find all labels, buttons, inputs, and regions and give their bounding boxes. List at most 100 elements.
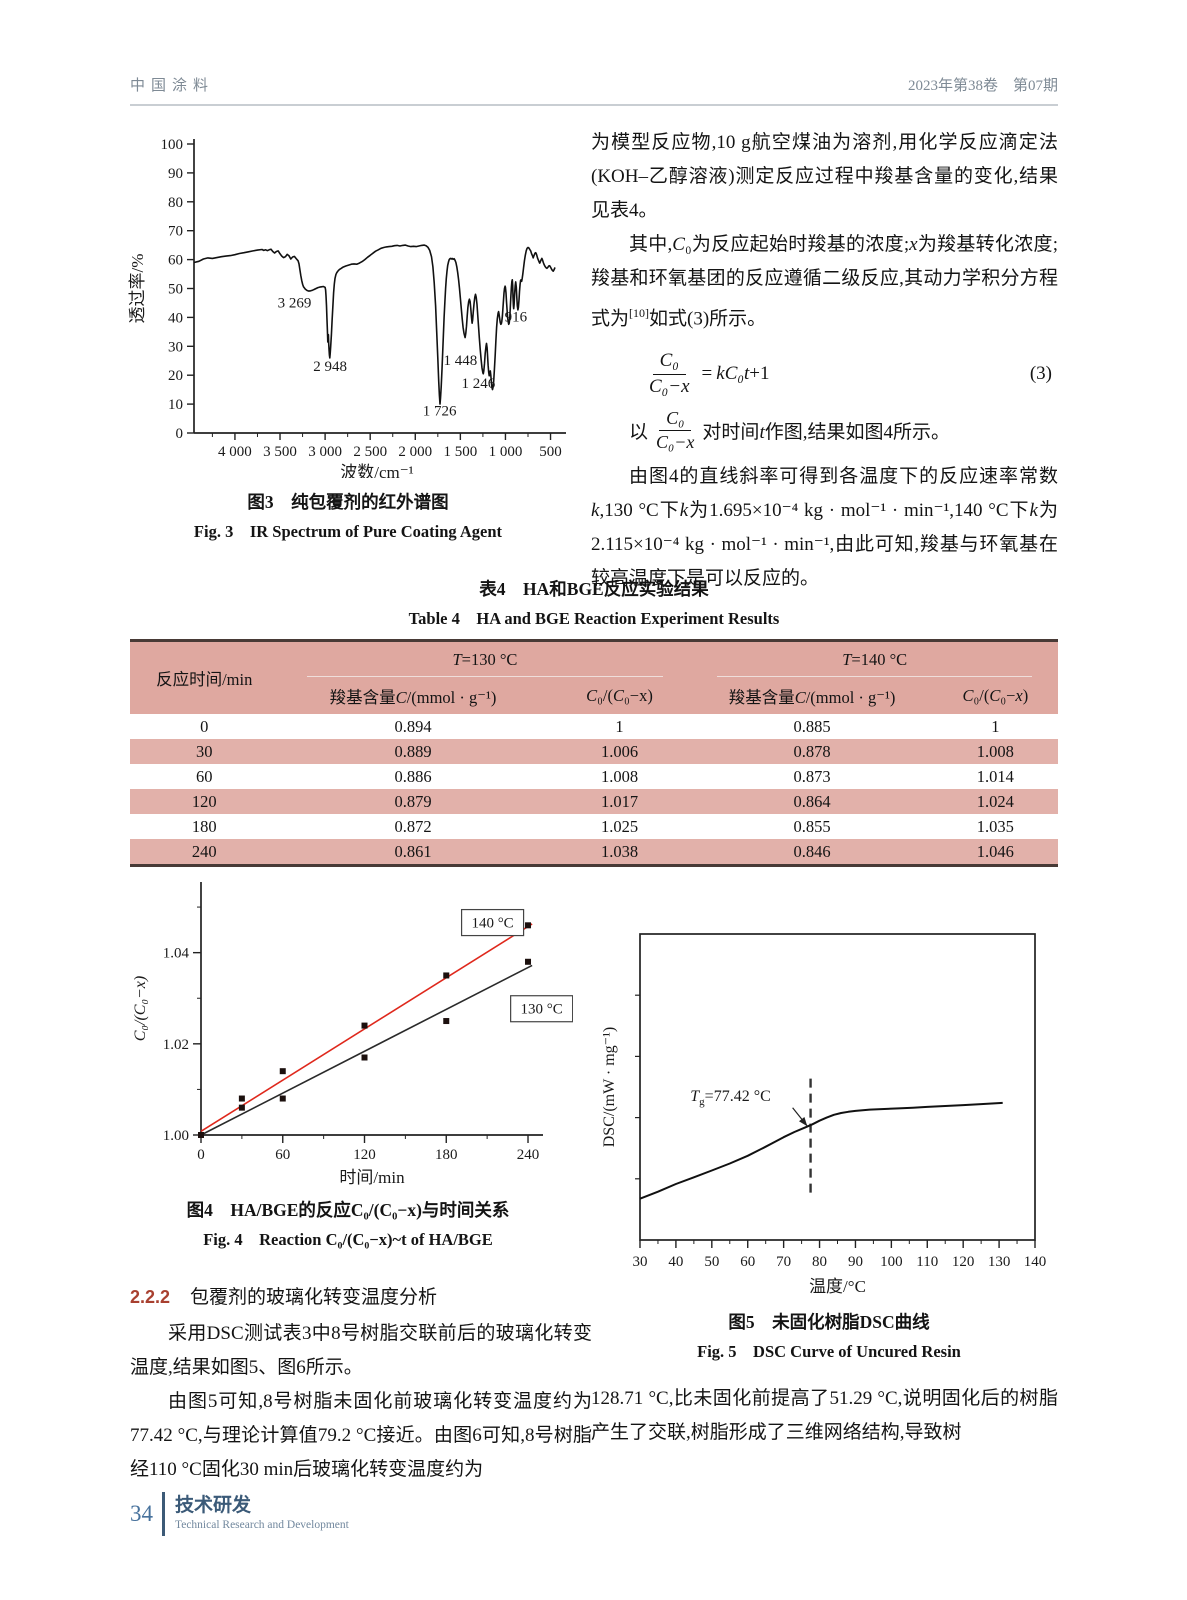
svg-text:40: 40 — [668, 1254, 683, 1270]
footer-section-en: Technical Research and Development — [175, 1519, 349, 1531]
table-cell: 1.038 — [547, 839, 692, 866]
fit-line-130 °C — [200, 964, 533, 1136]
svg-text:100: 100 — [880, 1254, 903, 1270]
svg-text:0: 0 — [176, 426, 184, 442]
svg-text:120: 120 — [353, 1147, 376, 1163]
fig5-caption-zh: 图5 未固化树脂DSC曲线 — [728, 1312, 930, 1332]
data-point — [443, 1018, 450, 1025]
data-point — [279, 1095, 286, 1102]
section-number: 2.2.2 — [130, 1287, 171, 1307]
table-cell: 1.008 — [932, 739, 1058, 764]
table4-title-en: Table 4 HA and BGE Reaction Experiment R… — [408, 609, 780, 628]
svg-text:60: 60 — [740, 1254, 755, 1270]
dsc-curve — [639, 1101, 1003, 1200]
peak-label: 916 — [505, 310, 528, 326]
figure4-block: 1.00 1.02 1.04 0 60 120 180 240 140 °C 130 °C 时间/m… — [123, 874, 574, 1250]
col-header-ratio-140: C₀/(C₀−x) — [932, 677, 1058, 714]
svg-text:80: 80 — [168, 195, 183, 211]
y-axis-label: C₀/(C₀−x) — [132, 976, 149, 1041]
y-axis-label: DSC/(mW · mg⁻¹) — [601, 1027, 618, 1148]
col-header-time: 反应时间/min — [130, 640, 279, 714]
fig4-caption-en: Fig. 4 Reaction C₀/(C₀−x)~t of HA/BGE — [203, 1230, 493, 1249]
fig3-caption-zh: 图3 纯包覆剂的红外谱图 — [247, 492, 449, 512]
page-number: 34 — [130, 1501, 153, 1526]
svg-text:50: 50 — [704, 1254, 719, 1270]
paragraph: 128.71 °C,比未固化前提高了51.29 °C,说明固化后的树脂产生了交联… — [591, 1388, 1058, 1443]
svg-text:2 000: 2 000 — [398, 444, 432, 460]
svg-text:70: 70 — [168, 224, 183, 240]
table-cell: 240 — [130, 839, 279, 866]
legend-box-130 °C — [510, 995, 574, 1023]
section-2-2-2: 2.2.2 包覆剂的玻璃化转变温度分析 采用DSC测试表3中8号树脂交联前后的玻璃… — [130, 1282, 592, 1487]
data-point — [238, 1095, 245, 1102]
page-footer: 34 技术研发 Technical Research and Developme… — [130, 1492, 349, 1536]
svg-text:60: 60 — [275, 1147, 290, 1163]
table-cell: 0.846 — [691, 839, 933, 866]
ir-curve — [193, 244, 556, 405]
table-cell: 0.855 — [793, 816, 831, 836]
table-cell: 1.017 — [547, 789, 692, 814]
footer-section-zh: 技术研发 — [175, 1495, 252, 1516]
data-point — [198, 1132, 204, 1138]
table-row: 60 0.886 1.008 0.873 1.014 — [130, 764, 1058, 789]
peak-label: 2 948 — [313, 359, 347, 375]
fig3-ir-spectrum-chart: 0 10 20 30 40 50 60 70 80 90 100 4 000 3 500 3 000 2 5… — [128, 137, 566, 482]
tg-annotation: Tg=77.42 °C — [690, 1088, 771, 1108]
x-axis-label: 时间/min — [339, 1168, 405, 1186]
svg-text:80: 80 — [812, 1254, 827, 1270]
table-cell: 0.864 — [691, 789, 933, 814]
svg-text:120: 120 — [952, 1254, 975, 1270]
svg-text:30: 30 — [168, 339, 183, 355]
fraction-lead: 以 — [629, 422, 649, 444]
right-column-bottom: 128.71 °C,比未固化前提高了51.29 °C,说明固化后的树脂产生了交联… — [591, 1382, 1058, 1450]
svg-text:4 000: 4 000 — [218, 444, 252, 460]
table4-body: 0 0.894 1 0.885 1 30 0.889 1.006 0.878 1.008 60 0.8… — [130, 714, 1058, 866]
legend-label: 130 °C — [521, 1002, 563, 1018]
peak-label: 1 448 — [443, 353, 477, 369]
table-cell: 1.046 — [932, 839, 1058, 866]
table4-title-zh: 表4 HA和BGE反应实验结果 — [479, 579, 709, 599]
table-cell: 1 — [615, 716, 624, 736]
legend-box-140 °C — [460, 908, 525, 937]
table-cell: 1.014 — [976, 766, 1014, 786]
svg-text:180: 180 — [435, 1147, 458, 1163]
paragraph: 采用DSC测试表3中8号树脂交联前后的玻璃化转变温度,结果如图5、图6所示。 — [130, 1323, 592, 1378]
y-axis-label: 透过率/% — [128, 254, 147, 324]
fig5-dsc-chart: 30 40 50 60 70 80 90 100 110 120 130 140 Tg=77.42 °C… — [601, 933, 1046, 1296]
table4-block: 表4 HA和BGE反应实验结果 Table 4 HA and BGE React… — [130, 576, 1058, 867]
svg-text:30: 30 — [633, 1254, 648, 1270]
table-cell: 1.024 — [932, 789, 1058, 814]
fig5-caption-en: Fig. 5 DSC Curve of Uncured Resin — [697, 1342, 961, 1361]
data-point — [525, 958, 532, 965]
svg-text:1.04: 1.04 — [163, 946, 190, 962]
col-group-130: T=130 °C — [278, 640, 692, 677]
fig4-kinetics-chart: 1.00 1.02 1.04 0 60 120 180 240 140 °C 130 °C 时间/m… — [132, 882, 574, 1187]
table-cell: 1.025 — [600, 816, 639, 836]
table-cell: 1.035 — [976, 816, 1014, 836]
table-cell: 0.878 — [691, 739, 933, 764]
table-row: 180 0.872 1.025 0.855 1.035 — [130, 814, 1058, 839]
svg-text:90: 90 — [848, 1254, 863, 1270]
table-row: 120 0.879 1.017 0.864 1.024 — [130, 789, 1058, 814]
legend-label: 140 °C — [471, 916, 513, 932]
equation-fraction: C₀ C₀−x — [649, 350, 690, 397]
svg-text:70: 70 — [776, 1254, 791, 1270]
svg-text:20: 20 — [168, 368, 183, 384]
col-header-content-130: 羧基含量C/(mmol · g⁻¹) — [278, 677, 548, 714]
svg-text:100: 100 — [161, 137, 184, 153]
equation-rhs: kC₀t+1 — [716, 363, 770, 385]
paragraph: 由图4的直线斜率可得到各温度下的反应速率常数k,130 °C下k为1.695×1… — [591, 465, 1058, 589]
table-cell: 0.879 — [278, 789, 548, 814]
data-point — [361, 1022, 368, 1029]
data-point — [525, 922, 532, 929]
table-cell: 0.889 — [278, 739, 548, 764]
table-cell: 30 — [130, 739, 279, 764]
table-cell: 0.872 — [394, 816, 432, 836]
svg-text:1.00: 1.00 — [163, 1128, 189, 1144]
section-title: 包覆剂的玻璃化转变温度分析 — [190, 1287, 438, 1308]
inline-fraction: C₀ C₀−x — [656, 408, 695, 453]
x-axis-label: 波数/cm⁻¹ — [340, 463, 414, 478]
x-axis-label: 温度/°C — [809, 1277, 866, 1296]
section-heading: 2.2.2 包覆剂的玻璃化转变温度分析 — [130, 1282, 592, 1309]
paragraph: 由图5可知,8号树脂未固化前玻璃化转变温度约为77.42 °C,与理论计算值79… — [130, 1391, 592, 1480]
